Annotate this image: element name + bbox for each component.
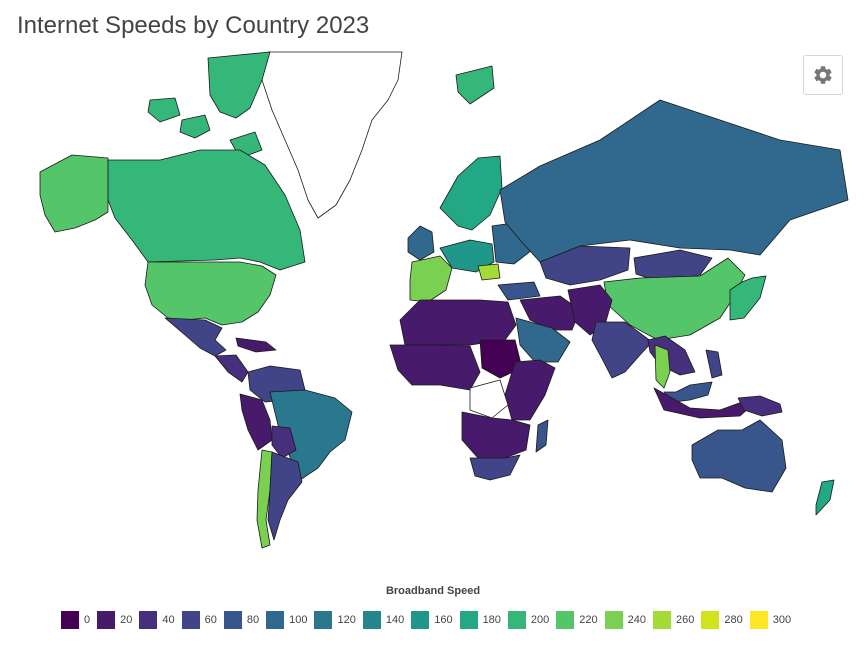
country-arctic-islands[interactable] <box>147 51 271 159</box>
legend-item[interactable]: 280 <box>701 611 743 629</box>
legend-item[interactable]: 240 <box>604 611 646 629</box>
legend-item[interactable]: 40 <box>139 611 175 629</box>
legend-swatch <box>411 611 430 629</box>
country-congo[interactable] <box>469 379 509 419</box>
legend-item[interactable]: 120 <box>314 611 356 629</box>
legend-label: 260 <box>676 614 695 626</box>
legend-label: 0 <box>84 614 91 626</box>
legend-label: 80 <box>246 614 260 626</box>
legend-item[interactable]: 140 <box>362 611 405 629</box>
legend-swatch <box>61 611 79 629</box>
legend-item[interactable]: 80 <box>223 611 260 629</box>
legend-label: 20 <box>120 614 133 626</box>
country-central-europe[interactable] <box>439 239 495 273</box>
country-sudan[interactable] <box>479 339 523 379</box>
country-bolivia[interactable] <box>271 425 297 459</box>
country-philippines[interactable] <box>705 349 723 379</box>
chart-title: Internet Speeds by Country 2023 <box>17 12 370 39</box>
legend-swatch <box>181 611 200 629</box>
legend-label: 300 <box>772 614 792 626</box>
legend-swatch <box>223 611 242 629</box>
legend: 0 20 40 60 80 100 120 140 160 180 200 220 240 260 280 3… <box>61 611 798 629</box>
legend-swatch <box>97 611 116 629</box>
legend-swatch <box>459 611 478 629</box>
country-north-africa[interactable] <box>399 299 517 346</box>
legend-item[interactable]: 20 <box>97 611 132 629</box>
country-russia[interactable] <box>499 99 849 263</box>
legend-item[interactable]: 0 <box>61 611 90 629</box>
legend-item[interactable]: 220 <box>556 611 598 629</box>
world-map <box>0 48 866 568</box>
legend-title: Broadband Speed <box>385 585 481 597</box>
country-greenland[interactable] <box>261 51 403 219</box>
country-west-africa[interactable] <box>389 344 481 391</box>
legend-swatch <box>749 611 768 629</box>
legend-swatch <box>314 611 333 629</box>
country-usa[interactable] <box>144 261 277 326</box>
country-mongolia[interactable] <box>633 249 713 283</box>
country-alaska[interactable] <box>39 154 109 233</box>
legend-swatch <box>556 611 575 629</box>
country-east-africa[interactable] <box>504 359 556 421</box>
legend-item[interactable]: 100 <box>266 611 307 629</box>
country-southern-africa[interactable] <box>461 411 531 459</box>
legend-item[interactable]: 160 <box>411 611 453 629</box>
country-canada[interactable] <box>107 149 306 271</box>
legend-item[interactable]: 60 <box>181 611 217 629</box>
country-papua[interactable] <box>737 395 783 417</box>
choropleth-svg <box>39 51 849 549</box>
country-thailand[interactable] <box>654 344 671 389</box>
country-saudi-arabia[interactable] <box>515 317 571 363</box>
legend-swatch <box>701 611 720 629</box>
country-peru-ecuador[interactable] <box>239 393 273 451</box>
country-france-spain[interactable] <box>409 255 453 303</box>
country-argentina[interactable] <box>267 451 303 541</box>
country-turkey[interactable] <box>497 281 541 301</box>
country-mexico[interactable] <box>164 317 227 357</box>
legend-item[interactable]: 180 <box>459 611 501 629</box>
country-new-zealand[interactable] <box>815 479 835 516</box>
legend-label: 40 <box>162 614 175 626</box>
country-uk-ireland[interactable] <box>407 225 435 261</box>
country-madagascar[interactable] <box>535 419 549 453</box>
country-central-america[interactable] <box>214 354 249 383</box>
country-kazakhstan[interactable] <box>539 245 631 286</box>
legend-label: 180 <box>482 614 501 626</box>
legend-item[interactable]: 260 <box>653 611 694 629</box>
legend-label: 240 <box>627 614 646 626</box>
country-china[interactable] <box>603 257 746 341</box>
legend-swatch <box>266 611 285 629</box>
legend-swatch <box>362 611 381 629</box>
country-se-asia-mainland[interactable] <box>647 335 696 376</box>
country-caribbean[interactable] <box>235 337 277 353</box>
legend-label: 60 <box>204 614 217 626</box>
legend-swatch <box>653 611 671 629</box>
legend-label: 140 <box>385 614 405 626</box>
country-india[interactable] <box>591 321 653 379</box>
country-korea-japan[interactable] <box>729 275 767 321</box>
legend-swatch <box>604 611 623 629</box>
country-iceland[interactable] <box>455 65 495 105</box>
country-romania[interactable] <box>477 263 501 281</box>
settings-button[interactable] <box>803 55 843 95</box>
legend-item[interactable]: 200 <box>507 611 550 629</box>
legend-swatch <box>139 611 158 629</box>
country-south-africa[interactable] <box>469 454 521 481</box>
country-australia[interactable] <box>691 419 787 493</box>
country-middle-east[interactable] <box>519 295 581 331</box>
legend-label: 200 <box>530 614 550 626</box>
legend-label: 280 <box>724 614 743 626</box>
gear-icon <box>814 66 832 84</box>
legend-item[interactable]: 300 <box>749 611 792 629</box>
legend-label: 160 <box>434 614 453 626</box>
legend-label: 220 <box>579 614 598 626</box>
country-scandinavia[interactable] <box>439 155 503 231</box>
legend-swatch <box>507 611 526 629</box>
legend-label: 100 <box>289 614 308 626</box>
legend-label: 120 <box>337 614 356 626</box>
